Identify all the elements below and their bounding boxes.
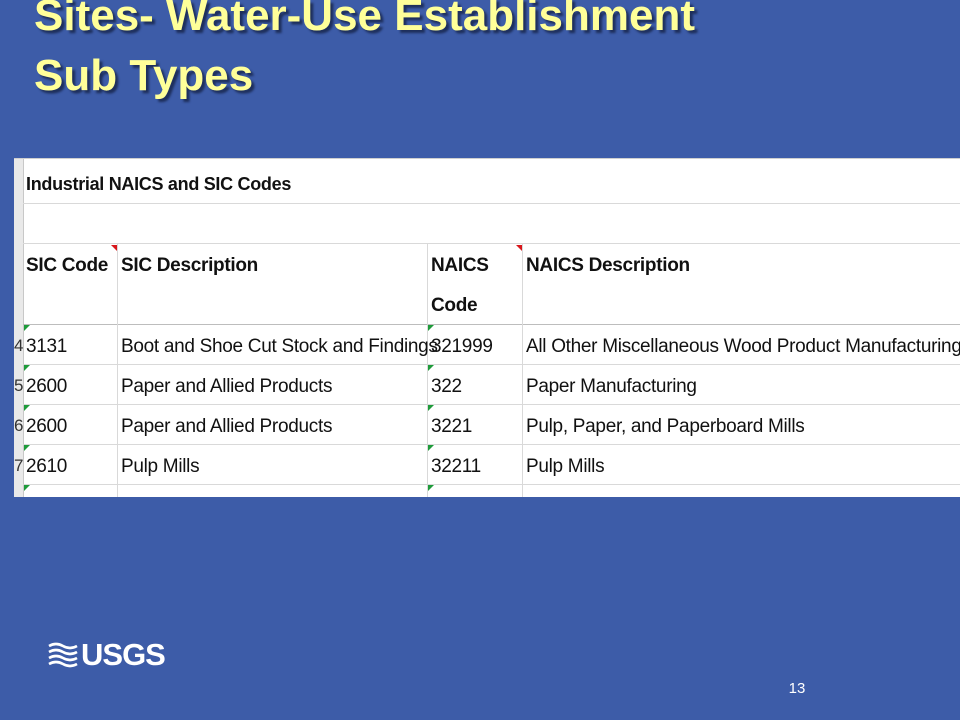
error-indicator [428,445,434,451]
sic-code-cell: 2610 [26,456,68,477]
sic-description-cell: Pulp Mills [121,456,200,477]
error-indicator [24,325,30,331]
sic-description-cell: Paper and Allied Products [121,376,333,397]
gridline [23,243,960,244]
gridline [23,324,960,325]
usgs-logo-text: USGS [81,637,166,672]
comment-indicator [111,245,117,251]
spreadsheet-screenshot: Industrial NAICS and SIC Codes SIC Code … [14,158,960,497]
naics-code-cell: 32211 [431,456,481,477]
error-indicator [24,445,30,451]
naics-description-cell: All Other Miscellaneous Wood Product Man… [526,336,960,357]
sic-code-cell: 3131 [26,336,68,357]
header-sic-description: SIC Description [121,255,258,276]
naics-code-cell: 321999 [431,336,493,357]
gridline [427,243,428,497]
gridline [23,484,960,485]
sic-code-cell: 2600 [26,376,68,397]
gridline [23,404,960,405]
slide-title: Sites- Water-Use Establishment Sub Types [34,0,934,106]
row-number: 5 [14,376,23,395]
gridline [23,364,960,365]
error-indicator [428,405,434,411]
error-indicator [428,365,434,371]
naics-description-cell: Paper Manufacturing [526,376,697,397]
gridline [522,243,523,497]
gridline [23,203,960,204]
table-title: Industrial NAICS and SIC Codes [26,174,292,194]
slide-title-line-2: Sub Types [34,51,254,100]
usgs-logo: USGS [48,637,166,673]
usgs-wave-icon [48,642,78,668]
naics-code-cell: 322 [431,376,462,397]
header-naics-code-line-2: Code [431,295,478,316]
naics-description-cell: Pulp Mills [526,456,605,477]
gridline [23,444,960,445]
header-naics-description: NAICS Description [526,255,690,276]
row-number: 4 [14,336,23,355]
slide-title-line-1: Sites- Water-Use Establishment [34,0,695,40]
sic-code-cell: 2600 [26,416,68,437]
sic-description-cell: Paper and Allied Products [121,416,333,437]
page-number: 13 [788,680,806,697]
gridline [117,243,118,497]
row-header-column [14,159,24,497]
naics-code-cell: 3221 [431,416,473,437]
error-indicator [24,485,30,491]
row-number: 7 [14,456,23,475]
naics-description-cell: Pulp, Paper, and Paperboard Mills [526,416,805,437]
row-number: 6 [14,416,23,435]
error-indicator [428,485,434,491]
error-indicator [24,365,30,371]
header-sic-code: SIC Code [26,255,109,276]
error-indicator [428,325,434,331]
header-naics-code-line-1: NAICS [431,255,489,276]
sic-description-cell: Boot and Shoe Cut Stock and Findings [121,336,438,357]
error-indicator [24,405,30,411]
comment-indicator [516,245,522,251]
